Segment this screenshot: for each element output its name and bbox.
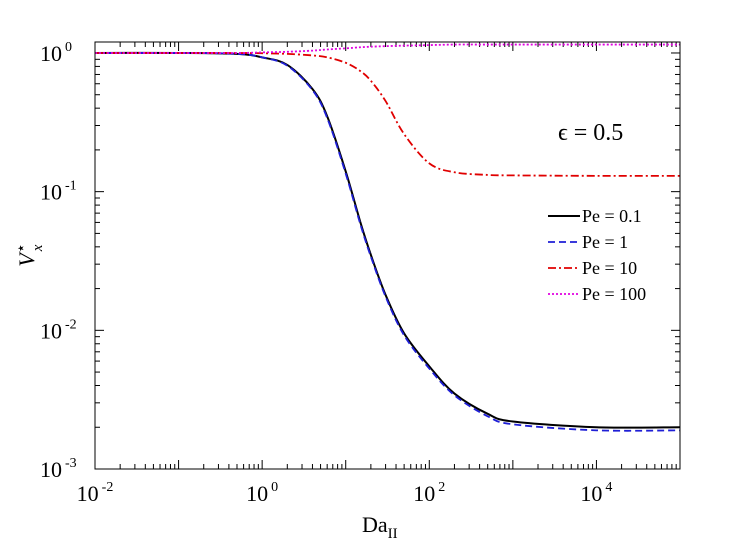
legend-label-2: Pe = 10 — [582, 258, 637, 278]
plot-frame — [94, 41, 681, 470]
series-line-2 — [95, 52, 681, 177]
legend-label-3: Pe = 100 — [582, 284, 646, 304]
y-tick-label: 10 -2 — [40, 317, 77, 343]
x-tick-base: 10 — [580, 481, 602, 506]
x-tick-label: 10 -2 — [77, 480, 114, 506]
y-axis-label-text: V⋆x — [13, 243, 46, 266]
annotation-epsilon: ϵ = 0.5 — [558, 120, 623, 146]
y-axis-label: V⋆x — [13, 243, 46, 266]
x-tick-base: 10 — [77, 481, 99, 506]
x-tick-exp: -2 — [102, 480, 114, 495]
legend-label-0: Pe = 0.1 — [582, 206, 642, 226]
y-tick-base: 10 — [40, 180, 62, 205]
x-axis-label: DaII — [362, 512, 398, 542]
legend-label-1: Pe = 1 — [582, 232, 628, 252]
x-tick-base: 10 — [246, 481, 268, 506]
x-tick-exp: 2 — [438, 480, 445, 495]
x-tick-exp: 4 — [605, 480, 612, 495]
series-line-3 — [95, 43, 680, 54]
tick-labels-layer: 10 -2 10 0 10 2 10 410 -310 -210 -110 0 — [40, 40, 612, 506]
y-axis-label-sup: ⋆ — [13, 243, 30, 253]
y-axis-label-main: V — [14, 251, 39, 267]
y-tick-base: 10 — [40, 318, 62, 343]
y-tick-base: 10 — [40, 41, 62, 66]
x-tick-label: 10 0 — [246, 480, 278, 506]
series-line-0 — [94, 51, 681, 429]
y-tick-exp: -2 — [65, 317, 77, 332]
series-line-1 — [94, 52, 681, 432]
y-tick-label: 10 0 — [40, 40, 72, 66]
y-tick-exp: -1 — [65, 179, 77, 194]
x-tick-label: 10 4 — [580, 480, 612, 506]
legend: Pe = 0.1 Pe = 1 Pe = 10 Pe = 100 — [548, 206, 646, 304]
y-tick-exp: -3 — [65, 456, 77, 471]
y-axis-label-sub: x — [30, 244, 46, 252]
series-layer — [94, 43, 681, 432]
plot-area — [95, 42, 680, 469]
y-tick-exp: 0 — [65, 40, 72, 55]
x-tick-exp: 0 — [271, 480, 278, 495]
y-tick-label: 10 -1 — [40, 179, 77, 205]
ticks-layer — [94, 42, 680, 470]
x-tick-label: 10 2 — [413, 480, 445, 506]
y-tick-base: 10 — [40, 457, 62, 482]
x-axis-label-main: Da — [362, 512, 388, 537]
x-tick-base: 10 — [413, 481, 435, 506]
y-tick-label: 10 -3 — [40, 456, 77, 482]
x-axis-label-sub: II — [388, 526, 398, 542]
